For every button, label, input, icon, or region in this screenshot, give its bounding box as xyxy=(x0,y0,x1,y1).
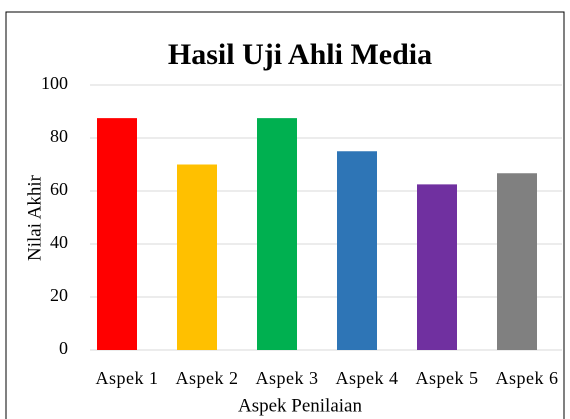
y-tick-label: 80 xyxy=(50,126,68,146)
bar xyxy=(497,173,537,350)
chart-title: Hasil Uji Ahli Media xyxy=(168,38,432,71)
x-tick-label: Aspek 1 xyxy=(96,368,159,388)
x-tick-label: Aspek 6 xyxy=(496,368,559,388)
x-tick-label: Aspek 5 xyxy=(416,368,479,388)
y-tick-label: 40 xyxy=(50,232,68,252)
bar xyxy=(257,118,297,350)
y-tick-label: 100 xyxy=(41,73,68,93)
y-axis-title: Nilai Akhir xyxy=(24,174,45,261)
bar xyxy=(177,164,217,350)
x-tick-label: Aspek 2 xyxy=(176,368,239,388)
y-tick-label: 60 xyxy=(50,179,68,199)
bar xyxy=(97,118,137,350)
y-tick-label: 20 xyxy=(50,285,68,305)
x-axis-title: Aspek Penilaian xyxy=(238,395,363,416)
bar xyxy=(337,151,377,350)
x-tick-label: Aspek 4 xyxy=(336,368,399,388)
bar xyxy=(417,184,457,350)
y-tick-label: 0 xyxy=(59,338,68,358)
x-tick-label: Aspek 3 xyxy=(256,368,319,388)
